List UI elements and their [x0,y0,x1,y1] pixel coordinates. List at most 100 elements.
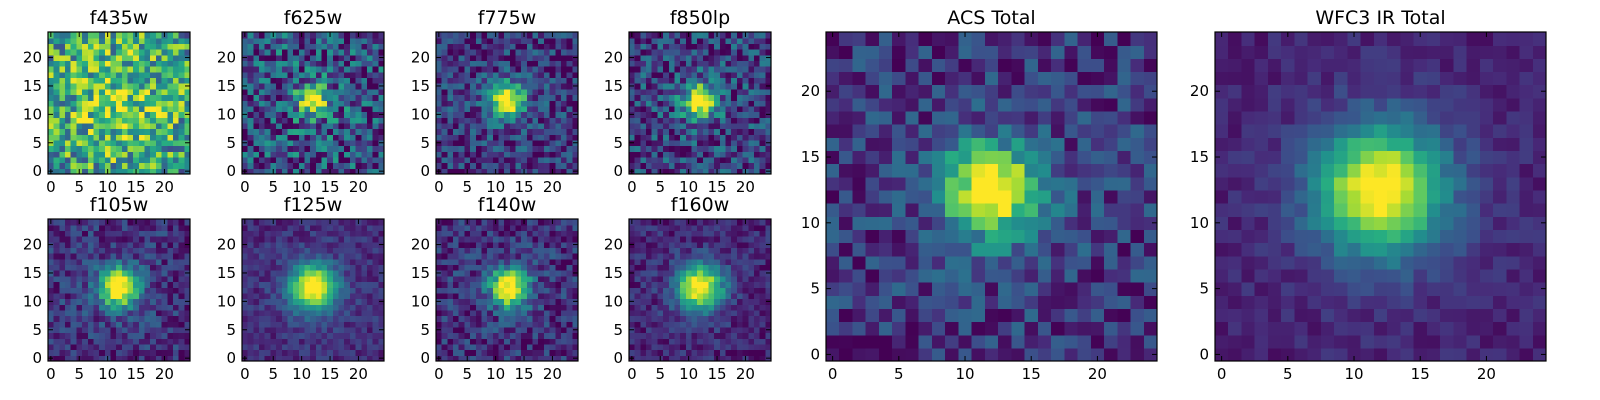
heatmap-cell [116,253,123,260]
heatmap-cell [748,151,755,158]
heatmap-cell [138,298,146,305]
heatmap-cell [48,60,55,67]
heatmap-cell [372,309,379,317]
heatmap-cell [515,321,522,328]
heatmap-cell [82,66,89,73]
heatmap-cell [691,162,698,169]
heatmap-cell [731,71,738,79]
heatmap-cell [685,139,693,147]
heatmap-cell [560,66,568,73]
heatmap-cell [172,304,180,311]
heatmap-cell [657,270,664,277]
heatmap-cell [470,236,477,243]
heatmap-cell [668,326,676,334]
heatmap-cell [691,83,698,90]
heatmap-cell [87,338,95,345]
heatmap-cell [104,275,112,283]
heatmap-cell [133,247,140,254]
heatmap-cell [515,168,522,175]
heatmap-cell [691,156,698,164]
heatmap-cell [338,332,345,339]
heatmap-cell [453,54,460,61]
heatmap-cell [161,298,168,305]
heatmap-cell [691,139,698,147]
heatmap-cell [549,66,556,73]
heatmap-cell [759,32,766,39]
heatmap-cell [287,270,294,277]
heatmap-cell [65,105,72,113]
heatmap-cell [634,128,641,135]
heatmap-cell [304,219,311,226]
heatmap-cell [298,275,306,283]
heatmap-cell [172,100,180,107]
heatmap-cell [361,162,368,169]
heatmap-cell [532,219,539,226]
heatmap-cell [674,343,681,351]
heatmap-cell [65,49,72,56]
heatmap-cell [719,71,727,79]
heatmap-cell [287,219,294,226]
heatmap-cell [104,60,112,67]
heatmap-cell [178,122,185,130]
heatmap-cell [685,66,693,73]
heatmap-cell [355,343,362,351]
heatmap-cell [475,298,483,305]
heatmap-cell [475,151,483,158]
heatmap-cell [59,230,66,237]
heatmap-cell [310,236,317,243]
heatmap-cell [304,71,311,79]
heatmap-cell [104,134,112,141]
heatmap-cell [127,100,134,107]
heatmap-cell [526,139,534,147]
heatmap-cell [287,145,294,152]
heatmap-cell [93,298,100,305]
heatmap-cell [82,247,89,254]
heatmap-cell [310,275,317,283]
heatmap-cell [663,111,670,118]
heatmap-cell [441,287,448,294]
heatmap-cell [161,338,168,345]
heatmap-cell [259,224,266,231]
heatmap-cell [453,139,460,147]
heatmap-cell [310,122,317,130]
heatmap-cell [509,37,517,44]
heatmap-cell [366,145,374,152]
heatmap-cell [543,151,551,158]
heatmap-cell [327,88,334,96]
heatmap-cell [447,134,454,141]
heatmap-cell [759,168,766,175]
heatmap-cell [332,60,340,67]
heatmap-cell [355,287,362,294]
heatmap-cell [270,338,277,345]
heatmap-cell [441,94,448,101]
heatmap-cell [697,275,704,283]
heatmap-cell [48,122,55,130]
heatmap-cell [464,349,471,356]
heatmap-cell [276,304,283,311]
heatmap-cell [178,71,185,79]
heatmap-cell [680,122,687,130]
heatmap-cell [155,230,163,237]
heatmap-cell [509,247,517,254]
heatmap-cell [378,145,385,152]
heatmap-cell [515,224,522,231]
heatmap-cell [719,77,727,84]
heatmap-cell [59,236,66,243]
heatmap-cell [526,304,534,311]
heatmap-cell [349,37,357,44]
heatmap-cell [76,43,83,50]
heatmap-cell [178,94,185,101]
heatmap-cell [121,105,129,113]
heatmap-cell [526,111,534,118]
heatmap-cell [657,37,664,44]
heatmap-cell [532,355,539,362]
heatmap-cell [742,338,749,345]
heatmap-cell [59,349,66,356]
heatmap-cell [549,309,556,317]
heatmap-cell [504,105,511,113]
heatmap-cell [93,349,100,356]
heatmap-cell [315,88,323,96]
heatmap-cell [361,156,368,164]
heatmap-cell [99,168,106,175]
heatmap-cell [475,355,483,362]
